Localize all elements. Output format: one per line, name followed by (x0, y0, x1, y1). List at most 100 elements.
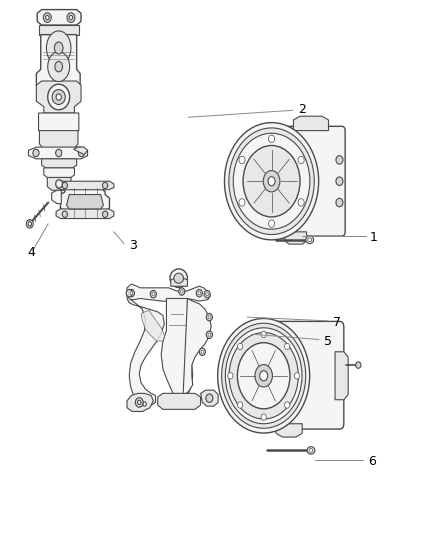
Text: 7: 7 (333, 316, 341, 329)
Circle shape (268, 220, 275, 228)
Circle shape (56, 94, 61, 100)
Ellipse shape (309, 449, 313, 452)
Circle shape (135, 398, 143, 407)
Polygon shape (52, 190, 61, 204)
Circle shape (46, 15, 49, 20)
Polygon shape (127, 284, 210, 301)
Ellipse shape (237, 343, 290, 409)
Circle shape (196, 289, 202, 297)
Ellipse shape (307, 447, 315, 454)
Polygon shape (74, 147, 88, 155)
Circle shape (199, 348, 205, 356)
Circle shape (298, 156, 304, 164)
Polygon shape (39, 113, 79, 134)
Circle shape (43, 13, 51, 22)
Circle shape (180, 290, 183, 293)
Ellipse shape (229, 128, 314, 235)
Polygon shape (36, 81, 81, 113)
Circle shape (102, 211, 108, 217)
Ellipse shape (170, 269, 187, 288)
Circle shape (208, 316, 211, 319)
Polygon shape (335, 352, 348, 400)
Circle shape (228, 373, 233, 379)
Circle shape (204, 290, 210, 298)
Ellipse shape (263, 171, 280, 192)
Polygon shape (285, 232, 307, 244)
Polygon shape (37, 10, 81, 25)
Ellipse shape (307, 238, 311, 241)
Ellipse shape (218, 318, 310, 433)
Circle shape (128, 289, 134, 297)
Circle shape (126, 289, 132, 297)
Circle shape (294, 373, 300, 379)
Circle shape (179, 288, 185, 295)
FancyBboxPatch shape (270, 126, 345, 236)
Polygon shape (36, 35, 80, 90)
Ellipse shape (229, 333, 298, 419)
Circle shape (239, 199, 245, 206)
Circle shape (69, 15, 73, 20)
Circle shape (78, 149, 85, 157)
Circle shape (33, 149, 39, 157)
Polygon shape (293, 116, 328, 131)
Ellipse shape (54, 42, 63, 54)
Circle shape (237, 402, 243, 408)
Polygon shape (60, 188, 110, 212)
Polygon shape (67, 195, 103, 209)
Text: 5: 5 (324, 335, 332, 348)
Polygon shape (127, 294, 164, 406)
Circle shape (56, 180, 63, 188)
Circle shape (28, 222, 32, 226)
Circle shape (208, 333, 211, 336)
Circle shape (206, 331, 212, 338)
Text: 1: 1 (370, 231, 378, 244)
Circle shape (62, 182, 67, 189)
Text: 3: 3 (129, 239, 137, 252)
Circle shape (206, 293, 208, 296)
Ellipse shape (46, 31, 71, 65)
Polygon shape (276, 424, 302, 437)
Circle shape (198, 292, 201, 295)
Circle shape (62, 211, 67, 217)
Polygon shape (39, 131, 78, 149)
Polygon shape (141, 310, 165, 341)
Circle shape (356, 362, 361, 368)
Polygon shape (201, 390, 218, 406)
Polygon shape (39, 25, 79, 35)
Ellipse shape (52, 90, 65, 104)
Ellipse shape (306, 236, 314, 244)
Text: 4: 4 (27, 246, 35, 259)
Circle shape (67, 13, 75, 22)
Polygon shape (158, 393, 201, 409)
Polygon shape (183, 298, 211, 395)
Circle shape (150, 290, 156, 298)
Circle shape (261, 331, 266, 337)
Ellipse shape (225, 328, 302, 424)
Ellipse shape (55, 61, 63, 72)
Polygon shape (56, 209, 114, 219)
Circle shape (138, 400, 141, 405)
Polygon shape (44, 168, 74, 177)
Polygon shape (161, 298, 193, 397)
Circle shape (201, 350, 204, 353)
Circle shape (285, 402, 290, 408)
Ellipse shape (255, 365, 272, 387)
Circle shape (143, 402, 146, 406)
Circle shape (152, 293, 155, 296)
Polygon shape (42, 159, 77, 168)
FancyBboxPatch shape (261, 321, 344, 429)
Circle shape (237, 343, 243, 350)
Circle shape (140, 399, 149, 409)
Circle shape (56, 149, 62, 157)
Ellipse shape (260, 371, 268, 381)
Polygon shape (127, 393, 153, 411)
Ellipse shape (48, 52, 70, 82)
Polygon shape (57, 181, 114, 190)
Circle shape (206, 394, 213, 402)
Polygon shape (28, 147, 88, 159)
Circle shape (336, 156, 343, 164)
Circle shape (268, 135, 275, 142)
Circle shape (206, 313, 212, 321)
Circle shape (336, 177, 343, 185)
Circle shape (336, 198, 343, 207)
